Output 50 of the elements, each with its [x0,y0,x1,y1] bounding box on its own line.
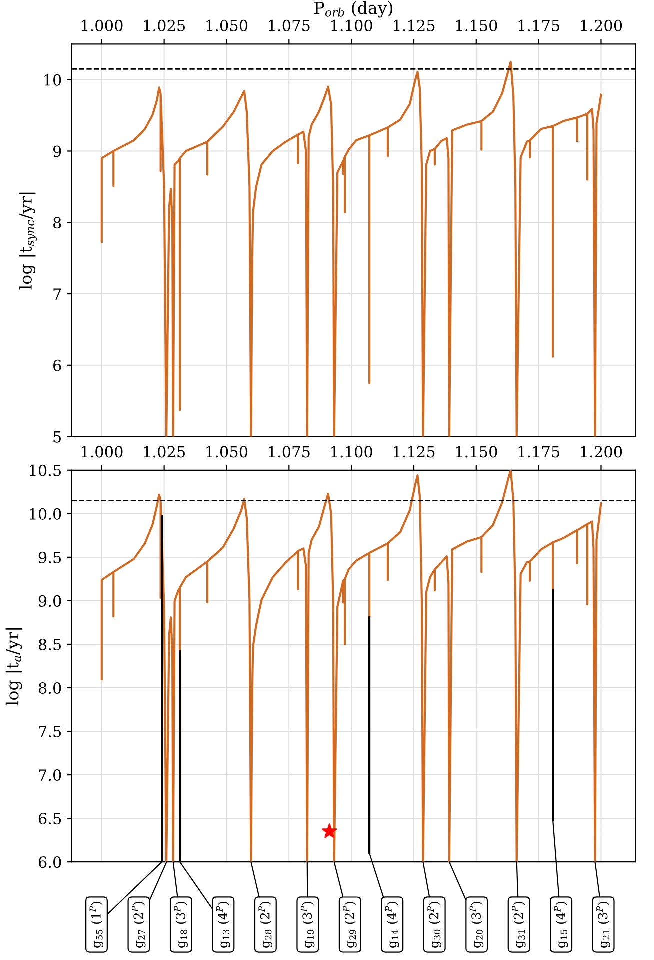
x-tick-label: 1.100 [332,446,372,458]
y-tick-label: 8.5 [38,638,62,650]
x-tick-label: 1.175 [518,446,560,458]
y-axis-title: log |t$_{sync}$/yr| [19,192,37,290]
annotation: g$_{15}$ (4$^{P}$) [554,902,568,948]
y-tick-label: 7.0 [39,770,62,782]
annotation: g$_{20}$ (3$^{P}$) [470,902,484,948]
annotation: g$_{27}$ (2$^{P}$) [132,902,146,948]
y-tick-label: 6.0 [38,856,62,868]
y-tick-label: 10.0 [30,508,62,520]
x-tick-label: 1.150 [456,20,498,32]
annotation: g$_{19}$ (3$^{P}$) [300,902,315,948]
x-tick-label: 1.075 [269,446,310,458]
y-tick-label: 9.5 [38,552,62,564]
x-axis-title: P$_{orb}$ (day) [314,1,393,18]
x-tick-label: 1.025 [144,20,186,32]
y-tick-label: 5 [54,431,62,443]
x-tick-label: 1.050 [206,20,248,32]
x-tick-label: 1.075 [269,20,310,32]
x-tick-label: 1.125 [394,20,435,32]
y-tick-label: 10 [44,74,62,86]
x-tick-label: 1.175 [518,20,560,32]
x-tick-label: 1.200 [581,20,622,32]
y-tick-label: 8 [54,217,62,229]
y-tick-label: 7.5 [39,726,62,738]
y-tick-label: 8.0 [38,682,62,694]
x-tick-label: 1.000 [82,446,123,458]
x-tick-label: 1.025 [144,446,186,458]
x-tick-label: 1.100 [332,20,372,32]
y-tick-label: 7 [54,288,62,300]
x-tick-label: 1.000 [82,20,123,32]
y-tick-label: 6.5 [38,813,62,825]
annotation: g$_{18}$ (3$^{P}$) [174,902,188,948]
x-tick-label: 1.150 [456,446,498,458]
annotation: g$_{29}$ (2$^{P}$) [343,902,357,948]
annotation: g$_{55}$ (1$^{P}$) [90,902,104,948]
y-axis-title: log |t$_{a}$/yr| [6,628,22,706]
y-tick-label: 9.0 [38,595,62,607]
annotation: g$_{21}$ (3$^{P}$) [596,902,610,948]
x-tick-label: 1.125 [394,446,435,458]
y-tick-label: 10.5 [30,464,62,476]
x-tick-label: 1.200 [581,446,622,458]
annotation: g$_{31}$ (2$^{P}$) [512,902,526,948]
annotation: g$_{13}$ (4$^{P}$) [216,902,230,948]
y-tick-label: 9 [53,146,62,158]
x-tick-label: 1.050 [206,446,248,458]
annotation: g$_{28}$ (2$^{P}$) [258,902,272,948]
y-tick-label: 6 [54,360,62,372]
annotation: g$_{14}$ (4$^{P}$) [385,902,400,948]
annotation: g$_{30}$ (2$^{P}$) [428,902,442,948]
